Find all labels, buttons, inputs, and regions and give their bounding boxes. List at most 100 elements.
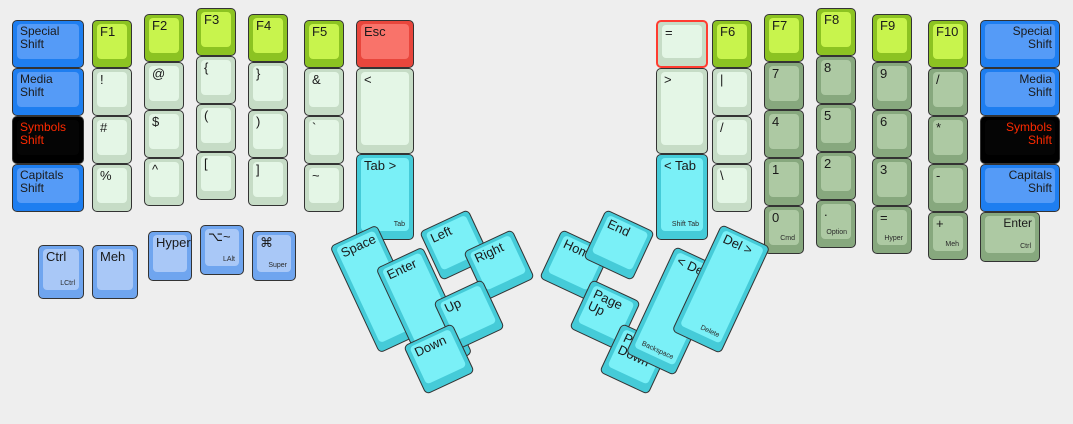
keycap-surface (253, 114, 283, 149)
keycap-surface (97, 168, 127, 203)
keycap-surface (201, 60, 231, 95)
key-symbols-shift[interactable]: Symbols Shift (12, 116, 84, 164)
keycap-surface (97, 249, 133, 290)
key-key[interactable]: } (248, 62, 288, 110)
key-f2[interactable]: F2 (144, 14, 184, 62)
key-key[interactable]: ⌥~ LAlt (200, 225, 244, 275)
key-special-shift[interactable]: Special Shift (12, 20, 84, 68)
key-tab[interactable]: Tab > Tab (356, 154, 414, 240)
keycap-surface (769, 114, 799, 149)
key-f9[interactable]: F9 (872, 14, 912, 62)
key-f7[interactable]: F7 (764, 14, 804, 62)
key-0[interactable]: 0 Cmd (764, 206, 804, 254)
keycap-surface (17, 120, 79, 155)
key-enter[interactable]: Enter Ctrl (980, 212, 1040, 262)
key-key[interactable]: | (712, 68, 752, 116)
key-1[interactable]: 1 (764, 158, 804, 206)
key-5[interactable]: 5 (816, 104, 856, 152)
key-3[interactable]: 3 (872, 158, 912, 206)
key-6[interactable]: 6 (872, 110, 912, 158)
keycap-surface (821, 108, 851, 143)
key-capitals-shift[interactable]: Capitals Shift (12, 164, 84, 212)
key-key[interactable]: ] (248, 158, 288, 206)
keycap-surface (877, 18, 907, 53)
keycap-surface (769, 66, 799, 101)
keycap-surface (933, 120, 963, 155)
key-f10[interactable]: F10 (928, 20, 968, 68)
key-key[interactable]: = Hyper (872, 206, 912, 254)
keycap-surface (149, 66, 179, 101)
key-key[interactable]: > (656, 68, 708, 154)
key-key[interactable]: ~ (304, 164, 344, 212)
keycap-surface (97, 24, 127, 59)
key-key[interactable]: @ (144, 62, 184, 110)
keycap-surface (933, 168, 963, 203)
key-2[interactable]: 2 (816, 152, 856, 200)
keycap-surface (253, 66, 283, 101)
keycap-surface (17, 168, 79, 203)
key-key[interactable]: # (92, 116, 132, 164)
keycap-surface (43, 249, 79, 290)
key-f8[interactable]: F8 (816, 8, 856, 56)
key-key[interactable]: $ (144, 110, 184, 158)
key-key[interactable]: = (656, 20, 708, 68)
key-tab[interactable]: < Tab Shift Tab (656, 154, 708, 240)
key-f6[interactable]: F6 (712, 20, 752, 68)
key-key[interactable]: - (928, 164, 968, 212)
key-capitals-shift[interactable]: Capitals Shift (980, 164, 1060, 212)
keycap-surface (717, 72, 747, 107)
key-key[interactable]: / (928, 68, 968, 116)
key-key[interactable]: { (196, 56, 236, 104)
keycap-surface (201, 156, 231, 191)
key-f4[interactable]: F4 (248, 14, 288, 62)
key-symbols-shift[interactable]: Symbols Shift (980, 116, 1060, 164)
keycap-surface (361, 72, 409, 145)
key-key[interactable]: ( (196, 104, 236, 152)
key-key[interactable]: ` (304, 116, 344, 164)
key-key[interactable]: [ (196, 152, 236, 200)
key-special-shift[interactable]: Special Shift (980, 20, 1060, 68)
key-media-shift[interactable]: Media Shift (980, 68, 1060, 116)
key-key[interactable]: + Meh (928, 212, 968, 260)
key-key[interactable]: ⌘ Super (252, 231, 296, 281)
key-key[interactable]: / (712, 116, 752, 164)
key-key[interactable]: < (356, 68, 414, 154)
keycap-surface (717, 168, 747, 203)
keycap-surface (821, 60, 851, 95)
keycap-surface (591, 214, 649, 271)
key-media-shift[interactable]: Media Shift (12, 68, 84, 116)
keycap-surface (877, 210, 907, 245)
key-f1[interactable]: F1 (92, 20, 132, 68)
key-key[interactable]: % (92, 164, 132, 212)
key-key[interactable]: & (304, 68, 344, 116)
key-f3[interactable]: F3 (196, 8, 236, 56)
keycap-surface (769, 162, 799, 197)
key-f5[interactable]: F5 (304, 20, 344, 68)
key-meh[interactable]: Meh (92, 245, 138, 299)
key-key[interactable]: ^ (144, 158, 184, 206)
keycap-surface (877, 162, 907, 197)
keycap-surface (985, 168, 1055, 203)
key-key[interactable]: . Option (816, 200, 856, 248)
keycap-surface (309, 24, 339, 59)
key-key[interactable]: \ (712, 164, 752, 212)
key-4[interactable]: 4 (764, 110, 804, 158)
key-key[interactable]: * (928, 116, 968, 164)
key-key[interactable]: ) (248, 110, 288, 158)
keycap-surface (201, 12, 231, 47)
key-hyper[interactable]: Hyper (148, 231, 192, 281)
keycap-surface (149, 18, 179, 53)
key-9[interactable]: 9 (872, 62, 912, 110)
key-8[interactable]: 8 (816, 56, 856, 104)
keycap-surface (253, 162, 283, 197)
key-ctrl[interactable]: Ctrl LCtrl (38, 245, 84, 299)
keycap-surface (153, 235, 187, 272)
key-esc[interactable]: Esc (356, 20, 414, 68)
keycap-surface (933, 72, 963, 107)
keycap-surface (877, 66, 907, 101)
keycap-surface (149, 114, 179, 149)
key-7[interactable]: 7 (764, 62, 804, 110)
keycap-surface (679, 229, 765, 344)
key-key[interactable]: ! (92, 68, 132, 116)
